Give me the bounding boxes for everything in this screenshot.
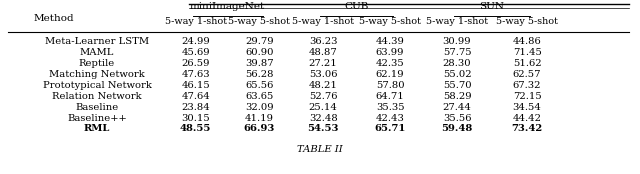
Text: 55.70: 55.70 (443, 81, 471, 90)
Text: 52.76: 52.76 (309, 92, 337, 101)
Text: 56.28: 56.28 (245, 70, 274, 79)
Text: 72.15: 72.15 (513, 92, 541, 101)
Text: 48.21: 48.21 (308, 81, 338, 90)
Text: 58.29: 58.29 (443, 92, 471, 101)
Text: 44.86: 44.86 (513, 37, 541, 46)
Text: SUN: SUN (479, 2, 504, 11)
Text: 46.15: 46.15 (181, 81, 210, 90)
Text: Baseline++: Baseline++ (67, 113, 127, 122)
Text: 27.44: 27.44 (443, 103, 472, 112)
Text: 23.84: 23.84 (181, 103, 210, 112)
Text: 67.32: 67.32 (513, 81, 541, 90)
Text: 60.90: 60.90 (245, 48, 274, 57)
Text: 27.21: 27.21 (309, 59, 337, 68)
Text: TABLE II: TABLE II (297, 145, 343, 154)
Text: 73.42: 73.42 (511, 124, 543, 133)
Text: 44.39: 44.39 (376, 37, 404, 46)
Text: Meta-Learner LSTM: Meta-Learner LSTM (45, 37, 149, 46)
Text: 55.02: 55.02 (443, 70, 471, 79)
Text: 71.45: 71.45 (513, 48, 541, 57)
Text: Matching Network: Matching Network (49, 70, 145, 79)
Text: miniImageNet: miniImageNet (190, 2, 265, 11)
Text: 5-way 5-shot: 5-way 5-shot (359, 17, 421, 26)
Text: 53.06: 53.06 (309, 70, 337, 79)
Text: 66.93: 66.93 (244, 124, 275, 133)
Text: 34.54: 34.54 (513, 103, 541, 112)
Text: 5-way 1-shot: 5-way 1-shot (164, 17, 227, 26)
Text: 57.80: 57.80 (376, 81, 404, 90)
Text: 36.23: 36.23 (309, 37, 337, 46)
Text: CUB: CUB (344, 2, 369, 11)
Text: 32.48: 32.48 (309, 113, 337, 122)
Text: MAML: MAML (80, 48, 114, 57)
Text: 39.87: 39.87 (245, 59, 274, 68)
Text: 65.56: 65.56 (245, 81, 274, 90)
Text: 35.56: 35.56 (443, 113, 471, 122)
Text: 48.87: 48.87 (309, 48, 337, 57)
Text: 54.53: 54.53 (307, 124, 339, 133)
Text: 48.55: 48.55 (180, 124, 211, 133)
Text: 30.99: 30.99 (443, 37, 471, 46)
Text: 47.64: 47.64 (181, 92, 210, 101)
Text: 32.09: 32.09 (245, 103, 274, 112)
Text: 45.69: 45.69 (181, 48, 210, 57)
Text: 5-way 5-shot: 5-way 5-shot (228, 17, 291, 26)
Text: Method: Method (34, 14, 74, 23)
Text: 24.99: 24.99 (181, 37, 210, 46)
Text: 57.75: 57.75 (443, 48, 471, 57)
Text: 63.65: 63.65 (245, 92, 274, 101)
Text: 5-way 1-shot: 5-way 1-shot (426, 17, 488, 26)
Text: 62.19: 62.19 (376, 70, 404, 79)
Text: Prototypical Network: Prototypical Network (42, 81, 152, 90)
Text: 30.15: 30.15 (181, 113, 210, 122)
Text: 29.79: 29.79 (245, 37, 274, 46)
Text: 35.35: 35.35 (376, 103, 404, 112)
Text: 65.71: 65.71 (374, 124, 406, 133)
Text: 42.43: 42.43 (376, 113, 404, 122)
Text: 28.30: 28.30 (443, 59, 471, 68)
Text: 42.35: 42.35 (376, 59, 404, 68)
Text: 59.48: 59.48 (442, 124, 472, 133)
Text: 5-way 5-shot: 5-way 5-shot (496, 17, 558, 26)
Text: Reptile: Reptile (79, 59, 115, 68)
Text: RML: RML (84, 124, 110, 133)
Text: 25.14: 25.14 (308, 103, 338, 112)
Text: 64.71: 64.71 (376, 92, 404, 101)
Text: 44.42: 44.42 (513, 113, 541, 122)
Text: 63.99: 63.99 (376, 48, 404, 57)
Text: Relation Network: Relation Network (52, 92, 142, 101)
Text: 41.19: 41.19 (245, 113, 274, 122)
Text: 47.63: 47.63 (181, 70, 210, 79)
Text: 51.62: 51.62 (513, 59, 541, 68)
Text: Baseline: Baseline (76, 103, 118, 112)
Text: 5-way 1-shot: 5-way 1-shot (292, 17, 355, 26)
Text: 26.59: 26.59 (182, 59, 210, 68)
Text: 62.57: 62.57 (513, 70, 541, 79)
